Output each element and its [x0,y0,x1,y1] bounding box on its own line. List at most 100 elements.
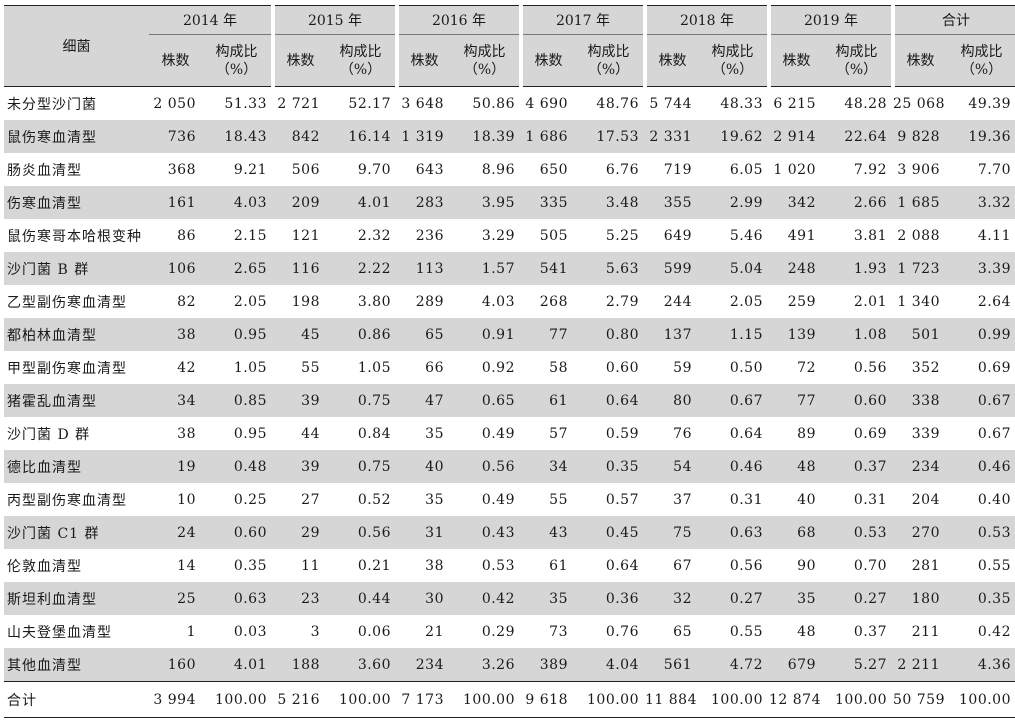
bacteria-name-cell: 乙型副伤寒血清型 [7,294,127,311]
ratio-cell: 0.67 [946,384,1015,417]
ratio-cell: 0.45 [574,516,645,549]
table-body: 未分型沙门菌 2 050 51.33 2 721 52.17 3 648 50.86 4 69… [4,87,1015,718]
count-cell: 139 [769,318,822,351]
count-cell: 75 [645,516,698,549]
count-cell: 23 [273,582,326,615]
count-cell: 1 723 [893,252,946,285]
bacteria-name-cell: 伦敦血清型 [7,558,82,575]
count-cell: 2 331 [645,120,698,153]
ratio-cell: 2.32 [357,227,391,244]
count-cell: 1 686 [521,120,574,153]
ratio-cell: 9.21 [233,161,267,178]
count-cell: 68 [769,516,822,549]
count-cell: 76 [673,425,692,442]
count-cell: 2 088 [897,227,940,244]
bacteria-name-cell: 丙型副伤寒血清型 [7,492,127,509]
count-cell: 27 [301,491,320,508]
bacteria-name-cell: 沙门菌 D 群 [7,426,91,443]
count-cell: 57 [549,425,568,442]
count-cell: 198 [291,293,320,310]
count-cell: 1 685 [893,186,946,219]
count-cell: 6 215 [773,95,816,112]
count-cell: 38 [149,318,202,351]
ratio-cell: 0.56 [326,516,397,549]
ratio-cell: 0.27 [698,582,769,615]
count-cell: 1 020 [773,161,816,178]
ratio-unit: （%） [215,61,258,78]
count-cell: 501 [893,318,946,351]
ratio-cell: 5.25 [605,227,639,244]
ratio-cell: 7.70 [977,161,1011,178]
total-row: 合计 3 994 100.00 5 216 100.00 7 173 100.00 9 618… [4,681,1015,718]
ratio-label: 构成比 [960,43,1003,60]
ratio-cell: 100.00 [574,681,645,718]
ratio-cell: 19.36 [946,120,1015,153]
count-cell: 137 [645,318,698,351]
ratio-cell: 5.27 [822,648,893,682]
table-row: 其他血清型 160 4.01 188 3.60 234 3.26 389 4.04 561 4.72… [4,648,1015,682]
ratio-cell: 100.00 [946,681,1015,718]
count-cell: 599 [645,252,698,285]
count-cell: 48 [769,450,822,483]
bacteria-name-cell: 德比血清型 [4,450,149,483]
count-cell: 67 [673,557,692,574]
year-header: 2015 年 [271,5,397,35]
ratio-cell: 0.63 [202,582,273,615]
ratio-cell: 100.00 [822,681,893,718]
count-cell: 11 884 [645,681,698,718]
ratio-cell: 0.52 [357,491,391,508]
table-row: 猪霍乱血清型 34 0.85 39 0.75 47 0.65 61 0.64 80 0.67 77 0.… [4,384,1015,417]
ratio-cell: 4.36 [946,648,1015,682]
ratio-cell: 4.03 [202,186,273,219]
ratio-cell: 5.04 [698,252,769,285]
ratio-cell: 1.08 [822,318,893,351]
ratio-cell: 4.72 [698,648,769,682]
ratio-cell: 0.65 [450,384,521,417]
ratio-cell: 3.39 [946,252,1015,285]
ratio-cell: 0.75 [326,384,397,417]
count-cell: 643 [415,161,444,178]
ratio-cell: 0.69 [977,359,1011,376]
count-cell: 1 [186,623,196,640]
ratio-cell: 4.11 [977,227,1011,244]
year-header: 2018 年 [643,5,769,35]
ratio-cell: 2.79 [605,293,639,310]
bacteria-name-cell: 斯坦利血清型 [4,582,149,615]
ratio-cell: 0.67 [698,384,769,417]
count-cell: 2 211 [893,648,946,682]
ratio-cell: 3.95 [450,186,521,219]
ratio-cell: 1.57 [450,252,521,285]
count-cell: 11 [301,557,320,574]
ratio-cell: 49.39 [968,95,1011,112]
count-cell: 116 [273,252,326,285]
ratio-column-header: 构成比 （%） [326,34,397,87]
ratio-label: 构成比 [587,43,630,60]
ratio-cell: 0.67 [977,425,1011,442]
ratio-cell: 0.53 [946,516,1015,549]
count-cell: 55 [549,491,568,508]
count-cell: 506 [291,161,320,178]
ratio-cell: 16.14 [326,120,397,153]
count-cell: 24 [149,516,202,549]
count-cell: 3 [310,623,320,640]
ratio-cell: 0.69 [853,425,887,442]
bacteria-name-cell: 猪霍乱血清型 [4,384,149,417]
ratio-cell: 2.22 [326,252,397,285]
count-cell: 54 [645,450,698,483]
ratio-cell: 0.27 [822,582,893,615]
ratio-cell: 0.44 [326,582,397,615]
ratio-label: 构成比 [463,43,506,60]
ratio-cell: 2.15 [233,227,267,244]
ratio-column-header: 构成比 （%） [698,34,769,87]
count-cell: 10 [177,491,196,508]
count-cell: 2 721 [277,95,320,112]
bacteria-name-cell: 山夫登堡血清型 [7,624,112,641]
count-cell: 1 319 [397,120,450,153]
count-cell: 61 [549,557,568,574]
ratio-label: 构成比 [339,43,382,60]
count-cell: 491 [787,227,816,244]
count-column-header: 株数 [643,34,698,87]
ratio-cell: 0.25 [233,491,267,508]
ratio-cell: 0.35 [574,450,645,483]
count-cell: 335 [521,186,574,219]
